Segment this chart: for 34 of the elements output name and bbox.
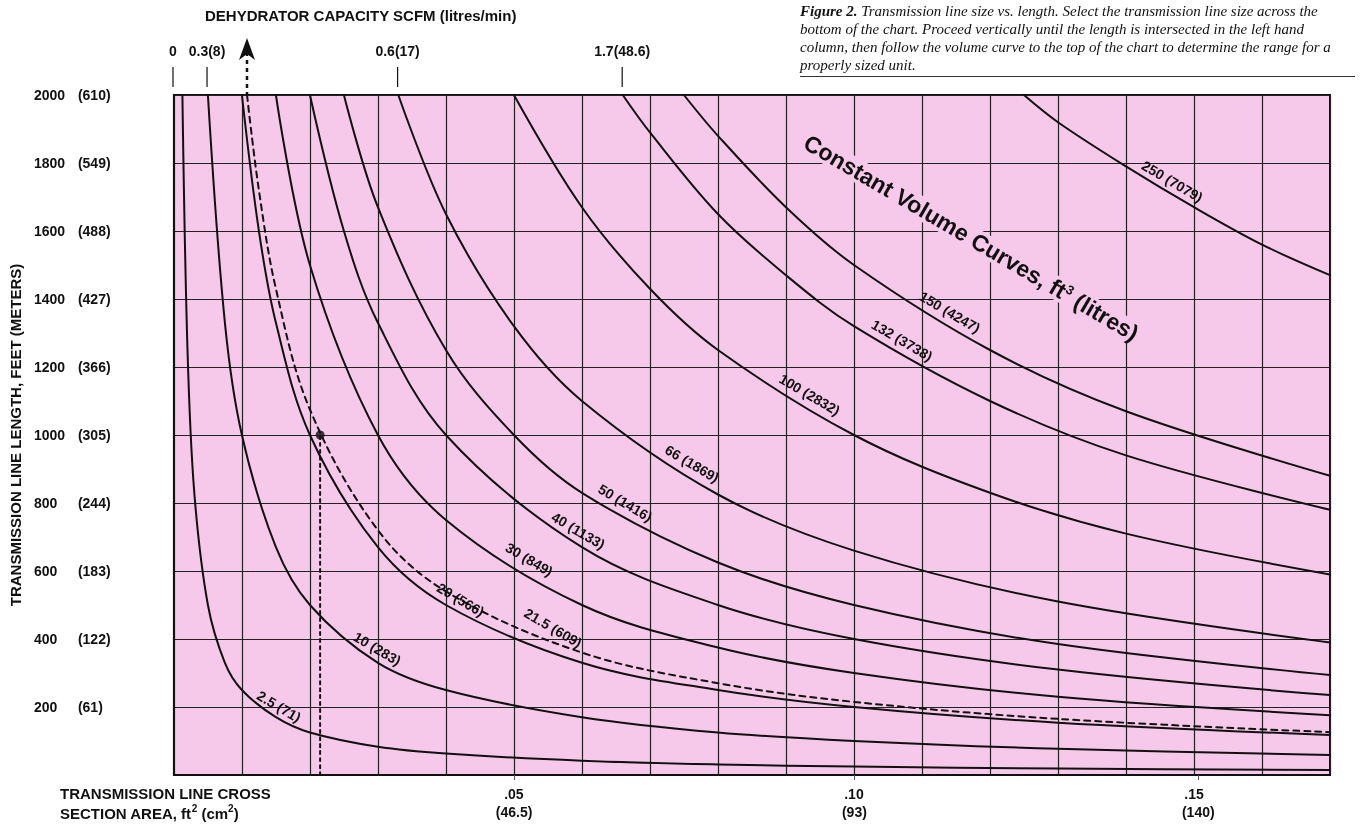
- y-tick-label: 400: [33, 631, 58, 647]
- y2-tick-label: (183): [77, 563, 111, 579]
- annotation: 0.6(17): [375, 43, 420, 59]
- y-tick-label: 1800: [33, 155, 66, 171]
- text: 2.5 (71): [254, 687, 304, 726]
- text: DEHYDRATOR CAPACITY SCFM (litres/min): [205, 7, 517, 24]
- y2-tick-label: (488): [77, 223, 111, 239]
- annotation: 0.3(8): [188, 43, 226, 59]
- y-tick-label: 1000: [33, 427, 66, 443]
- y-tick-label: 600: [33, 563, 58, 579]
- y-tick-label: 200: [33, 699, 58, 715]
- x2-tick-label: (93): [841, 804, 867, 820]
- annotation: 1.7(48.6): [594, 43, 651, 59]
- y-tick-label: 800: [33, 495, 58, 511]
- y-tick-label: 1400: [33, 291, 66, 307]
- x2-tick-label: (46.5): [495, 804, 533, 820]
- y-tick-label: 1200: [33, 359, 66, 375]
- y2-tick-label: (244): [77, 495, 111, 511]
- y2-tick-label: (549): [77, 155, 111, 171]
- text: 0: [169, 43, 178, 59]
- y-tick-label: 1600: [33, 223, 66, 239]
- x-tick-label: .15: [1184, 786, 1204, 802]
- x-tick-label: .05: [504, 786, 524, 802]
- y2-tick-label: (610): [77, 87, 111, 103]
- chart-title: Figure 2. Transmission line size vs. length. Select the transmission line size across the bottom of the chart. Proceed vertically until the length is intersected in the left hand column, then follow the volume curve to the top of the chart to determine the range for a properly sized unit.: [800, 3, 1331, 73]
- y2-tick-label: (366): [77, 359, 111, 375]
- y-axis-title: TRANSMISSION LINE LENGTH, FEET (METERS): [7, 263, 24, 607]
- y2-tick-label: (61): [77, 699, 103, 715]
- y2-tick-label: (427): [77, 291, 111, 307]
- y2-tick-label: (122): [77, 631, 111, 647]
- x2-tick-label: (140): [1181, 804, 1215, 820]
- y2-tick-label: (305): [77, 427, 111, 443]
- y-tick-label: 2000: [33, 87, 66, 103]
- x-tick-label: .10: [844, 786, 864, 802]
